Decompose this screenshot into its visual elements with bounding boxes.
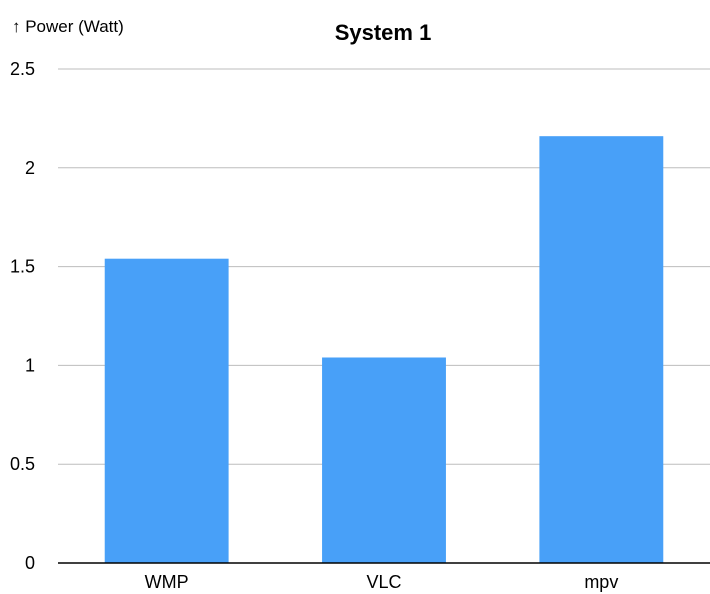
y-tick-label: 2: [25, 158, 35, 178]
y-tick-label: 1: [25, 355, 35, 375]
x-category-label: mpv: [584, 572, 618, 592]
bars: [104, 136, 664, 563]
chart-title: System 1: [335, 20, 432, 45]
bar-wmp: [104, 258, 229, 563]
y-tick-label: 0: [25, 553, 35, 573]
y-tick-labels: 0 0.5 1 1.5 2 2.5: [10, 59, 35, 573]
bar-vlc: [322, 357, 446, 563]
bar-mpv: [539, 136, 664, 563]
y-tick-label: 1.5: [10, 257, 35, 277]
x-category-label: VLC: [366, 572, 401, 592]
y-tick-label: 2.5: [10, 59, 35, 79]
y-axis-label: ↑ Power (Watt): [12, 17, 124, 36]
y-tick-label: 0.5: [10, 454, 35, 474]
x-category-label: WMP: [145, 572, 189, 592]
x-category-labels: WMP VLC mpv: [145, 572, 619, 592]
